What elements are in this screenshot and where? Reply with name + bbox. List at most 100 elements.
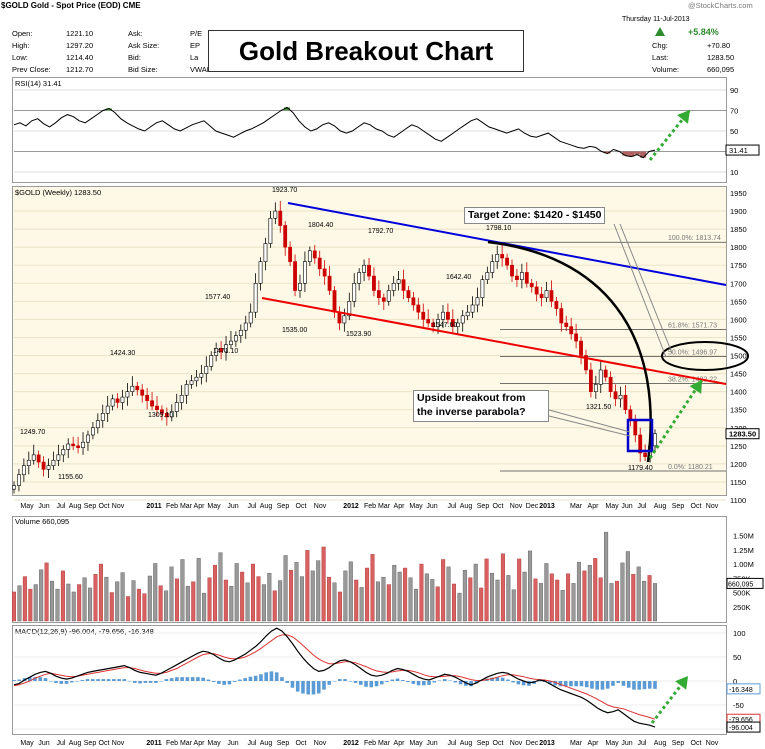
macd-histogram-bar bbox=[148, 681, 153, 683]
price-xlabel-24: Jul bbox=[448, 503, 457, 510]
price-candle bbox=[66, 443, 71, 450]
fib-label-2: 50.0%: 1496.97 bbox=[668, 350, 717, 357]
macd-histogram-bar bbox=[295, 681, 300, 692]
macd-histogram-bar bbox=[69, 681, 74, 683]
rsi-panel bbox=[12, 77, 727, 183]
volume-bar bbox=[462, 570, 467, 622]
volume-tick-4: 500K bbox=[733, 589, 751, 598]
price-candle bbox=[421, 311, 426, 320]
volume-bar bbox=[397, 571, 402, 622]
macd-histogram-bar bbox=[196, 677, 200, 681]
price-candle bbox=[90, 427, 95, 436]
rsi-tick-0: 10 bbox=[730, 168, 738, 177]
macd-histogram-bar bbox=[558, 681, 563, 687]
macd-xlabel-31: Mar bbox=[570, 740, 583, 747]
volume-bar bbox=[28, 588, 33, 622]
volume-bar bbox=[261, 584, 266, 622]
price-candle bbox=[386, 290, 391, 302]
price-candle bbox=[411, 297, 416, 306]
fib-label-4: 0.0%: 1180.21 bbox=[668, 464, 713, 471]
price-xlabel-4: Sep bbox=[84, 503, 97, 510]
macd-histogram-bar bbox=[306, 681, 311, 695]
rsi-oversold-fill bbox=[622, 151, 629, 156]
volume-bar bbox=[609, 583, 614, 622]
price-candle bbox=[357, 272, 362, 284]
volume-bar bbox=[202, 592, 207, 622]
price-tick-10: 1600 bbox=[730, 315, 747, 324]
macd-histogram-bar bbox=[579, 681, 584, 687]
volume-bar bbox=[283, 555, 288, 622]
macd-xlabel-13: Jul bbox=[248, 740, 257, 747]
price-xlabel-18: 2012 bbox=[343, 503, 359, 510]
macd-tick-3: 50 bbox=[733, 653, 741, 662]
price-tick-15: 1850 bbox=[730, 225, 747, 234]
up-arrow-icon bbox=[655, 27, 665, 36]
price-xlabel-21: Apr bbox=[394, 503, 406, 510]
price-xlabel-31: Mar bbox=[570, 503, 583, 510]
price-candle bbox=[179, 394, 184, 403]
macd-histogram-bar bbox=[642, 681, 647, 690]
price-tick-2: 1200 bbox=[730, 460, 747, 469]
macd-histogram-bar bbox=[54, 681, 58, 683]
macd-histogram-bar bbox=[500, 677, 505, 681]
price-candle bbox=[17, 474, 21, 486]
volume-bar bbox=[653, 583, 658, 622]
price-label-15: 1179.40 bbox=[628, 465, 653, 472]
price-candle bbox=[322, 268, 327, 277]
price-xlabel-16: Oct bbox=[296, 503, 307, 510]
rsi-title: RSI(14) 31.41 bbox=[15, 79, 62, 88]
price-candle bbox=[199, 373, 204, 378]
volume-bar bbox=[587, 564, 592, 622]
volume-bar bbox=[566, 573, 571, 622]
price-label-7: 1535.00 bbox=[282, 327, 307, 334]
macd-histogram-bar bbox=[211, 681, 216, 682]
macd-histogram-bar bbox=[637, 681, 642, 690]
volume-bar bbox=[169, 566, 174, 622]
macd-xlabel-12: Jun bbox=[227, 740, 238, 747]
price-tick-12: 1700 bbox=[730, 279, 747, 288]
volume-bar bbox=[126, 596, 131, 622]
breakout-leader-2 bbox=[548, 415, 631, 437]
price-candle bbox=[569, 326, 574, 335]
macd-xlabel-4: Sep bbox=[84, 740, 97, 747]
price-candle bbox=[352, 282, 357, 302]
price-candle bbox=[253, 282, 258, 313]
macd-histogram-bar bbox=[469, 681, 473, 687]
price-candle bbox=[372, 275, 376, 291]
price-xlabel-9: Mar bbox=[180, 503, 193, 510]
macd-xlabel-1: Jun bbox=[38, 740, 49, 747]
macd-last-label-0: -16.348 bbox=[729, 687, 753, 694]
volume-bar bbox=[185, 586, 190, 622]
price-candle bbox=[214, 348, 219, 356]
volume-bar bbox=[191, 581, 196, 622]
price-candle bbox=[268, 217, 273, 244]
price-candle bbox=[367, 264, 371, 277]
macd-xlabel-14: Aug bbox=[260, 740, 273, 747]
volume-tick-1: 1.25M bbox=[733, 546, 754, 555]
low-label: Low: bbox=[12, 53, 28, 62]
price-candle bbox=[505, 257, 509, 266]
breakout-leader-1 bbox=[548, 409, 631, 433]
macd-histogram-bar bbox=[185, 677, 190, 681]
open-value: 1221.10 bbox=[66, 29, 94, 38]
volume-bar bbox=[256, 576, 261, 622]
price-xlabel-15: Sep bbox=[277, 503, 290, 510]
price-candle bbox=[95, 420, 100, 429]
macd-histogram-bar bbox=[506, 679, 510, 681]
price-xlabel-11: May bbox=[207, 503, 221, 510]
price-candle bbox=[416, 304, 421, 313]
price-tick-1: 1150 bbox=[730, 478, 746, 487]
price-candle bbox=[263, 243, 268, 262]
volume-bar bbox=[212, 564, 217, 622]
price-candle bbox=[110, 398, 115, 407]
macd-xlabel-35: Jul bbox=[638, 740, 647, 747]
last-value: 1283.50 bbox=[707, 53, 735, 62]
rsi-oversold-fill bbox=[640, 151, 647, 158]
macd-histogram-bar bbox=[358, 681, 363, 685]
overlay-title-box: Gold Breakout Chart bbox=[208, 30, 524, 72]
price-candle bbox=[623, 394, 628, 411]
macd-last-label-2: -96.004 bbox=[729, 725, 753, 732]
change-percent: +5.84% bbox=[688, 27, 719, 37]
rsi-tick-4: 90 bbox=[730, 86, 738, 95]
